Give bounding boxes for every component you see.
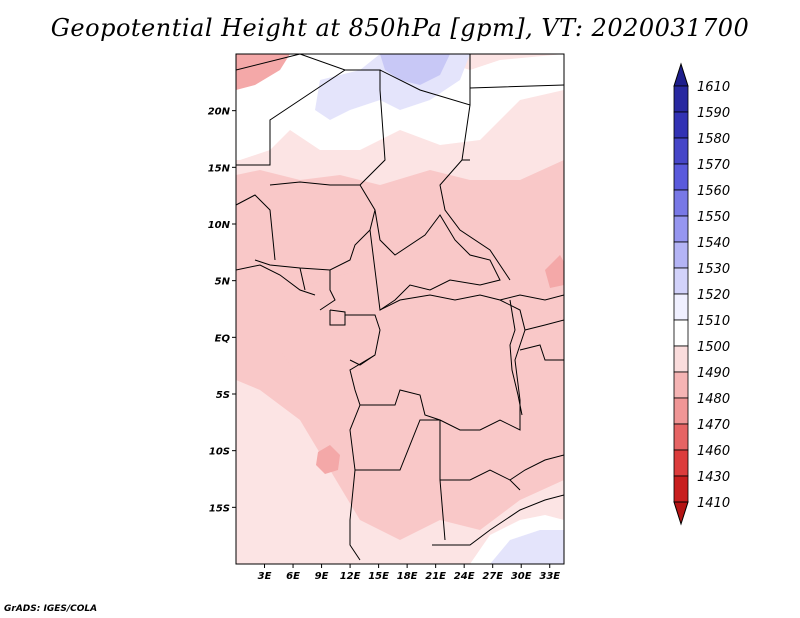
- colorbar-swatch: [673, 85, 689, 113]
- colorbar-swatch: [673, 215, 689, 243]
- shading-band-1530-1540: [380, 54, 450, 85]
- colorbar-swatch: [673, 111, 689, 139]
- colorbar-label: 1510: [697, 314, 730, 329]
- y-tick-label: 15S: [209, 503, 230, 514]
- colorbar-swatch: [673, 319, 689, 347]
- border-congo: [329, 309, 381, 366]
- colorbar-label: 1520: [697, 288, 730, 303]
- y-tick-label: 10S: [209, 447, 230, 458]
- border-drc: [349, 294, 526, 431]
- border-north-east: [462, 84, 564, 161]
- border-sahel: [254, 181, 376, 271]
- colorbar-swatch: [673, 189, 689, 217]
- colorbar-label: 1490: [697, 366, 730, 381]
- y-tick-label: 20N: [208, 107, 231, 118]
- colorbar-swatch: [673, 397, 689, 425]
- shading-band-1480-1490-east: [545, 255, 564, 288]
- chart-title: Geopotential Height at 850hPa [gpm], VT:…: [50, 14, 750, 42]
- border-west-africa: [236, 194, 336, 311]
- y-tick-label: 15N: [208, 163, 231, 174]
- colorbar-top-arrow: [673, 62, 689, 87]
- shading-band-1480-1490: [316, 445, 340, 474]
- colorbar-label: 1540: [697, 236, 730, 251]
- colorbar-label: 1460: [697, 444, 730, 459]
- map-frame: [235, 53, 565, 565]
- coastline-guinea: [236, 264, 316, 296]
- colorbar-label: 1570: [697, 158, 730, 173]
- y-tick-label: 5N: [215, 277, 231, 288]
- border-north-west: [236, 54, 386, 186]
- x-tick-label: 21E: [425, 571, 446, 582]
- shading-band-1520-1530-south: [490, 530, 564, 564]
- colorbar-swatch: [673, 267, 689, 295]
- colorbar-swatch: [673, 423, 689, 451]
- shading-band-1490-1500-nw: [236, 54, 290, 90]
- colorbar-label: 1500: [697, 340, 730, 355]
- colorbar-label: 1550: [697, 210, 730, 225]
- colorbar-bottom-arrow: [673, 501, 689, 526]
- border-east-africa: [499, 294, 564, 361]
- x-tick-label: 33E: [539, 571, 560, 582]
- shading-band-1500-1510-south: [236, 380, 564, 564]
- shading-band-1490-1500-central: [270, 200, 564, 480]
- colorbar-swatch: [673, 371, 689, 399]
- x-tick-label: 24E: [454, 571, 475, 582]
- colorbar-label: 1560: [697, 184, 730, 199]
- y-tick-label: 10N: [208, 220, 231, 231]
- colorbar-label: 1410: [697, 496, 730, 511]
- colorbar-label: 1430: [697, 470, 730, 485]
- colorbar-swatch: [673, 293, 689, 321]
- border-angola-zambia: [349, 404, 521, 561]
- colorbar-label: 1580: [697, 132, 730, 147]
- colorbar-swatch: [673, 345, 689, 373]
- colorbar-label: 1480: [697, 392, 730, 407]
- x-tick-label: 27E: [482, 571, 503, 582]
- x-tick-label: 15E: [368, 571, 389, 582]
- colorbar-label: 1530: [697, 262, 730, 277]
- y-axis-ticks: 20N 15N 10N 5N EQ 5S 10S 15S: [208, 107, 236, 514]
- x-tick-label: 3E: [258, 571, 272, 582]
- colorbar: 1610 1590 1580 1570 1560 1550 1540 1530 1520 1510…: [673, 62, 730, 526]
- colorbar-swatch: [673, 137, 689, 165]
- border-chad-car: [369, 209, 501, 311]
- x-axis-ticks: 3E 6E 9E 12E 15E 18E 21E 24E 27E 30E 33E: [258, 564, 560, 582]
- x-tick-label: 9E: [315, 571, 329, 582]
- x-tick-label: 30E: [511, 571, 532, 582]
- grads-credit: GrADS: IGES/COLA: [4, 604, 98, 614]
- height-field-shading: [236, 54, 564, 564]
- colorbar-swatch: [673, 241, 689, 269]
- x-tick-label: 18E: [397, 571, 418, 582]
- colorbar-swatch: [673, 163, 689, 191]
- colorbar-label: 1470: [697, 418, 730, 433]
- x-tick-label: 6E: [286, 571, 300, 582]
- colorbar-swatch: [673, 449, 689, 477]
- colorbar-swatch: [673, 475, 689, 503]
- colorbar-label: 1610: [697, 80, 730, 95]
- y-tick-label: 5S: [216, 390, 230, 401]
- country-borders: [236, 54, 564, 561]
- border-southern: [432, 454, 564, 546]
- x-tick-label: 12E: [340, 571, 361, 582]
- y-tick-label: EQ: [215, 333, 231, 344]
- coastline-lakes: [509, 299, 523, 416]
- colorbar-label: 1590: [697, 106, 730, 121]
